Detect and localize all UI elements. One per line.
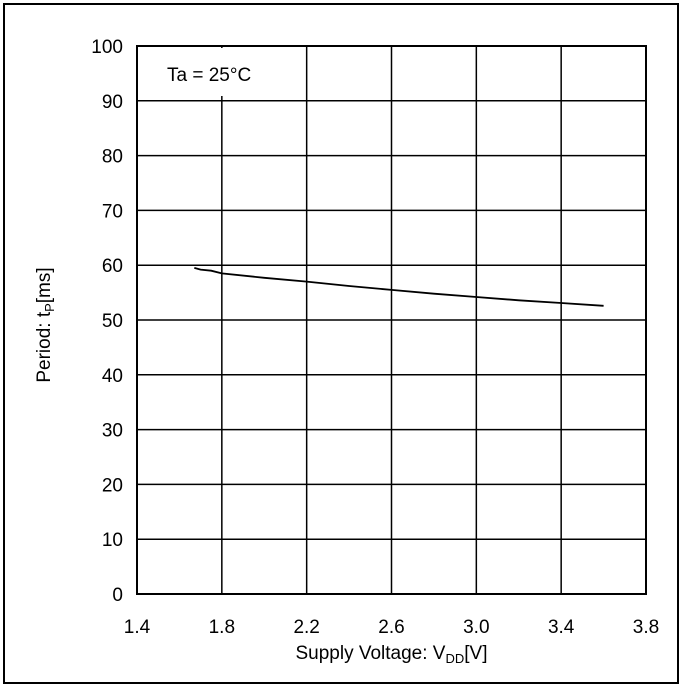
y-tick-label: 80	[102, 147, 123, 168]
chart-frame	[3, 3, 679, 684]
x-tick-label: 3.4	[548, 617, 575, 638]
x-tick-label: 2.6	[378, 617, 404, 638]
y-axis-title-tail: [ms]	[34, 267, 55, 303]
y-axis-title: Period: tP[ms]	[34, 267, 57, 382]
y-tick-label: 60	[102, 256, 123, 277]
x-tick-label: 2.2	[293, 617, 319, 638]
y-tick-label: 30	[102, 421, 123, 442]
y-tick-label: 100	[91, 37, 123, 58]
x-tick-label: 3.0	[463, 617, 489, 638]
y-tick-label: 70	[102, 201, 123, 222]
x-axis-title-main: Supply Voltage: V	[295, 643, 445, 664]
annotation-background	[139, 48, 266, 96]
y-axis-title-main: Period: t	[34, 311, 55, 382]
x-axis-title: Supply Voltage: VDD[V]	[295, 643, 487, 666]
y-tick-label: 0	[112, 585, 123, 606]
y-tick-label: 90	[102, 92, 123, 113]
x-tick-label: 1.4	[124, 617, 151, 638]
x-tick-labels: 1.4 1.8 2.2 2.6 3.0 3.4 3.8	[124, 617, 659, 638]
y-tick-label: 10	[102, 530, 123, 551]
x-axis-title-tail: [V]	[464, 643, 487, 664]
y-tick-label: 50	[102, 311, 123, 332]
x-axis-title-sub: DD	[445, 651, 464, 666]
y-axis-title-sub: P	[42, 303, 57, 312]
annotation-label: Ta = 25°C	[167, 65, 251, 86]
series-group	[194, 267, 604, 307]
grid-lines	[136, 45, 647, 595]
y-tick-label: 40	[102, 366, 123, 387]
y-tick-label: 20	[102, 475, 123, 496]
plot-area	[136, 45, 647, 595]
series-line	[194, 267, 604, 307]
x-tick-label: 1.8	[209, 617, 235, 638]
x-tick-label: 3.8	[633, 617, 659, 638]
y-tick-labels: 0 10 20 30 40 50 60 70 80 90 100	[91, 37, 123, 606]
